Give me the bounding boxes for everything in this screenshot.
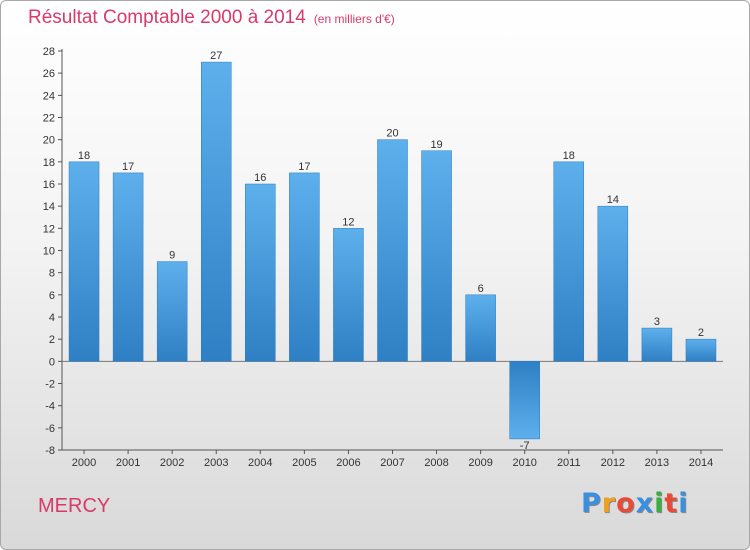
bar-2011: [553, 161, 585, 362]
logo-letter: i: [654, 488, 665, 519]
logo-letter: o: [616, 488, 636, 519]
y-tick-label: 22: [43, 113, 55, 125]
x-tick-label: 2004: [248, 457, 272, 469]
y-tick-label: 20: [43, 135, 55, 147]
y-tick-label: 4: [49, 312, 55, 324]
x-tick-label: 2000: [72, 457, 96, 469]
data-label-2009: 6: [478, 283, 484, 295]
x-tick-label: 2013: [645, 457, 669, 469]
chart-subtitle: (en milliers d'€): [313, 12, 395, 26]
data-label-2010: -7: [520, 440, 530, 452]
bars: [68, 61, 717, 440]
data-label-2014: 2: [698, 327, 704, 339]
data-label-2003: 27: [210, 50, 222, 62]
bar-2008: [421, 150, 452, 362]
data-label-2011: 18: [563, 150, 575, 162]
data-label-2001: 17: [122, 161, 134, 173]
y-tick-label: 2: [49, 334, 55, 346]
chart-title-block: Résultat Comptable 2000 à 2014 (en millie…: [28, 7, 395, 29]
y-tick-label: -6: [45, 423, 55, 435]
y-tick-label: 0: [49, 356, 55, 368]
y-tick-label: 18: [43, 157, 55, 169]
y-tick-label: 28: [43, 46, 55, 58]
x-tick-label: 2006: [336, 457, 360, 469]
data-label-2000: 18: [78, 150, 90, 162]
y-tick-label: 14: [43, 201, 55, 213]
data-label-2008: 19: [430, 139, 442, 151]
y-tick-label: 26: [43, 68, 55, 80]
bar-2003: [200, 61, 232, 362]
x-tick-label: 2009: [468, 457, 492, 469]
y-tick-label: 10: [43, 246, 55, 258]
x-tick-label: 2012: [601, 457, 625, 469]
y-tick-label: -2: [45, 379, 55, 391]
x-tick-label: 2008: [424, 457, 448, 469]
logo-letter: r: [601, 488, 617, 519]
x-tick-label: 2007: [380, 457, 404, 469]
y-tick-label: 8: [49, 268, 55, 280]
data-label-2004: 16: [254, 172, 266, 184]
data-label-2013: 3: [654, 316, 660, 328]
bar-2014: [685, 338, 717, 362]
logo-letter: i: [678, 488, 689, 519]
data-label-2007: 20: [386, 128, 398, 140]
bar-2004: [245, 183, 276, 362]
x-tick-label: 2001: [116, 457, 140, 469]
y-tick-label: -4: [45, 401, 55, 413]
logo-letter: t: [664, 488, 679, 519]
x-tick-label: 2011: [557, 457, 581, 469]
y-tick-label: 12: [43, 223, 55, 235]
bar-2012: [597, 205, 629, 362]
x-tick-label: 2010: [512, 457, 536, 469]
x-tick-label: 2002: [160, 457, 184, 469]
bar-2010: [509, 361, 540, 440]
data-label-2002: 9: [169, 250, 175, 262]
bar-2007: [377, 139, 408, 362]
data-label-2012: 14: [607, 194, 619, 206]
y-tick-label: 24: [43, 90, 55, 102]
x-tick-label: 2014: [689, 457, 713, 469]
bar-2000: [68, 161, 100, 362]
bar-2013: [641, 327, 673, 362]
y-tick-label: 6: [49, 290, 55, 302]
proxiti-logo: Proxiti: [581, 488, 689, 519]
y-tick-label: 16: [43, 179, 55, 191]
bar-2005: [289, 172, 320, 362]
bar-2002: [156, 261, 188, 362]
y-tick-label: -8: [45, 445, 55, 457]
x-tick-label: 2005: [292, 457, 316, 469]
bar-2006: [333, 228, 364, 362]
chart-title: Résultat Comptable 2000 à 2014: [28, 7, 306, 28]
data-label-2006: 12: [342, 216, 354, 228]
x-tick-label: 2003: [204, 457, 228, 469]
bar-2009: [465, 294, 496, 362]
data-labels: 18 17 9 27 16 17 12 20 19 6 -7 18 14 3 2: [78, 50, 704, 452]
data-label-2005: 17: [298, 161, 310, 173]
logo-letter: x: [635, 488, 655, 519]
town-name: MERCY: [38, 495, 111, 517]
logo-letter: P: [581, 488, 602, 519]
bar-2001: [112, 172, 144, 362]
